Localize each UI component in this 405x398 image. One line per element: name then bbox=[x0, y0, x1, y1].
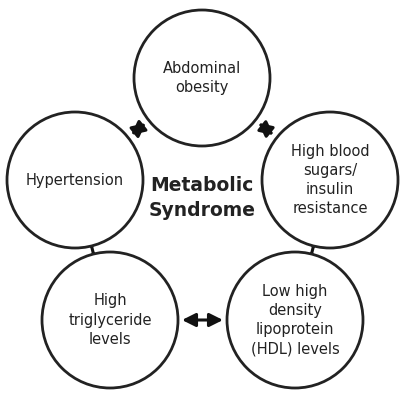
Circle shape bbox=[134, 10, 270, 146]
Circle shape bbox=[227, 252, 363, 388]
Circle shape bbox=[262, 112, 398, 248]
Text: Hypertension: Hypertension bbox=[26, 172, 124, 187]
Text: Low high
density
lipoprotein
(HDL) levels: Low high density lipoprotein (HDL) level… bbox=[251, 284, 339, 356]
Text: Metabolic
Syndrome: Metabolic Syndrome bbox=[149, 176, 256, 220]
Text: Abdominal
obesity: Abdominal obesity bbox=[163, 61, 241, 95]
Circle shape bbox=[42, 252, 178, 388]
Circle shape bbox=[7, 112, 143, 248]
Text: High blood
sugars/
insulin
resistance: High blood sugars/ insulin resistance bbox=[291, 144, 369, 216]
Text: High
triglyceride
levels: High triglyceride levels bbox=[68, 293, 152, 347]
